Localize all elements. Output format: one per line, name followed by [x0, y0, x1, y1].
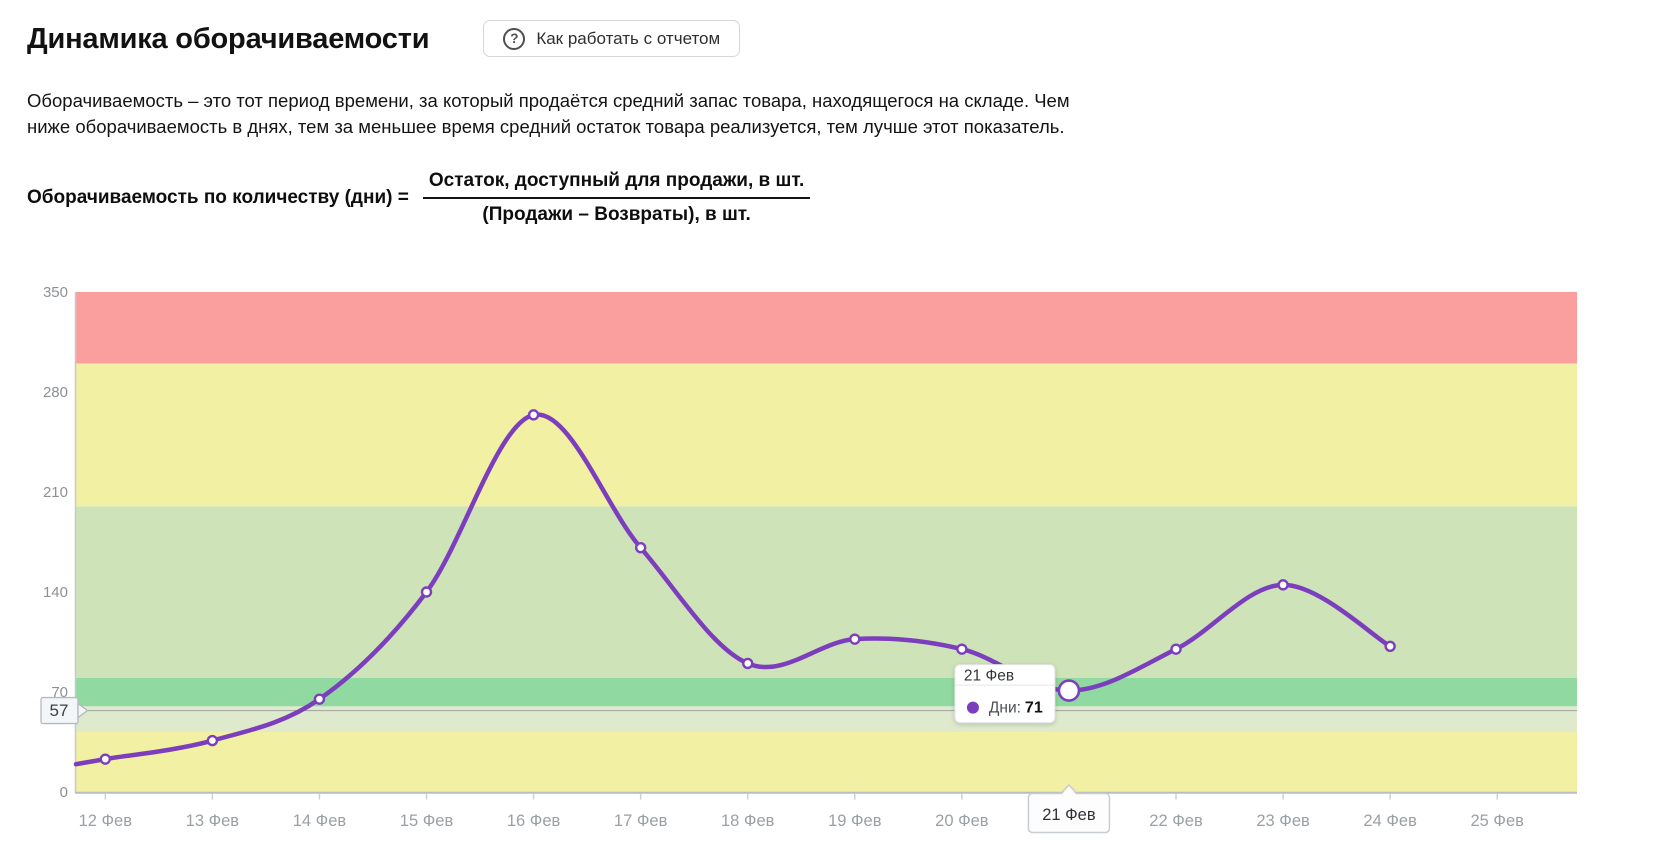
tooltip: [954, 664, 1056, 724]
how-to-work-with-report-button[interactable]: ? Как работать с отчетом: [483, 20, 741, 57]
description-text: Оборачиваемость – это тот период времени…: [27, 90, 1070, 137]
x-axis-label: 23 Фев: [1256, 812, 1310, 830]
threshold-callout-arrow: [77, 702, 89, 719]
x-axis-label: 20 Фев: [935, 812, 989, 830]
selected-date-notch-fill: [1060, 786, 1077, 796]
formula-numerator: Остаток, доступный для продажи, в шт.: [422, 170, 811, 199]
data-point[interactable]: [742, 657, 754, 670]
tooltip-value: 71: [1025, 700, 1043, 717]
zone-band-3: [76, 506, 1577, 678]
x-axis-label: 14 Фев: [293, 812, 347, 830]
zone-band-5: [76, 292, 1577, 364]
data-point[interactable]: [634, 542, 647, 554]
turnover-formula: Оборачиваемость по количеству (дни) = Ос…: [27, 170, 1660, 226]
threshold-callout-value: 57: [50, 701, 69, 720]
data-point[interactable]: [1170, 643, 1182, 655]
zone-band-4: [76, 363, 1577, 507]
tooltip-series-dot: [966, 701, 979, 714]
zone-band-2: [76, 677, 1577, 707]
data-point[interactable]: [206, 734, 219, 747]
selected-date-notch: [1059, 783, 1079, 795]
data-point[interactable]: [1384, 640, 1396, 652]
report-header-section: Динамика оборачиваемости ? Как работать …: [0, 0, 1660, 226]
x-axis-label: 19 Фев: [828, 812, 882, 830]
tooltip-series-label: Дни:: [989, 700, 1021, 717]
x-axis-label: 18 Фев: [721, 812, 775, 830]
series-line: [73, 412, 1393, 767]
x-axis-label: 16 Фев: [507, 812, 561, 830]
y-axis-label: 70: [51, 684, 68, 701]
x-axis-label: 13 Фев: [186, 812, 240, 830]
x-axis-label: 25 Фев: [1470, 812, 1524, 830]
data-point[interactable]: [420, 586, 433, 598]
tooltip-date: 21 Фев: [964, 668, 1014, 685]
y-axis-label: 280: [43, 384, 68, 401]
data-point[interactable]: [849, 633, 861, 645]
x-axis-label: 17 Фев: [614, 812, 668, 830]
help-button-label: Как работать с отчетом: [536, 28, 721, 48]
data-point[interactable]: [313, 693, 326, 705]
data-point[interactable]: [99, 753, 112, 765]
x-axis-label: 12 Фев: [79, 812, 133, 830]
y-axis-label: 140: [43, 584, 68, 601]
data-point[interactable]: [1277, 579, 1289, 591]
x-axis-label: 22 Фев: [1149, 812, 1203, 830]
zone-band-0: [76, 732, 1577, 792]
formula-label: Оборачиваемость по количеству (дни) =: [27, 187, 409, 208]
formula-fraction: Остаток, доступный для продажи, в шт. (П…: [422, 170, 811, 226]
page-title: Динамика оборачиваемости: [27, 22, 430, 55]
hovered-data-point[interactable]: [1057, 679, 1081, 702]
formula-denominator: (Продажи – Возвраты), в шт.: [482, 204, 751, 225]
x-axis-label: 24 Фев: [1363, 812, 1417, 830]
header-row: Динамика оборачиваемости ? Как работать …: [27, 20, 1660, 57]
question-mark-icon: ?: [503, 27, 526, 50]
chart-svg: 0 70 140 210 280 350 12 Фев 13 Фев 14 Фев 15 Фев 1…: [40, 284, 1577, 834]
data-point[interactable]: [956, 643, 968, 655]
y-axis-label: 210: [43, 484, 68, 501]
data-point[interactable]: [527, 409, 540, 421]
selected-date-label[interactable]: 21 Фев: [1042, 806, 1096, 824]
y-axis-label: 350: [43, 284, 68, 301]
turnover-dynamics-chart[interactable]: 0 70 140 210 280 350 12 Фев 13 Фев 14 Фев 15 Фев 1…: [0, 264, 1660, 834]
x-axis-label: 15 Фев: [400, 812, 454, 830]
y-axis-label: 0: [60, 784, 68, 801]
